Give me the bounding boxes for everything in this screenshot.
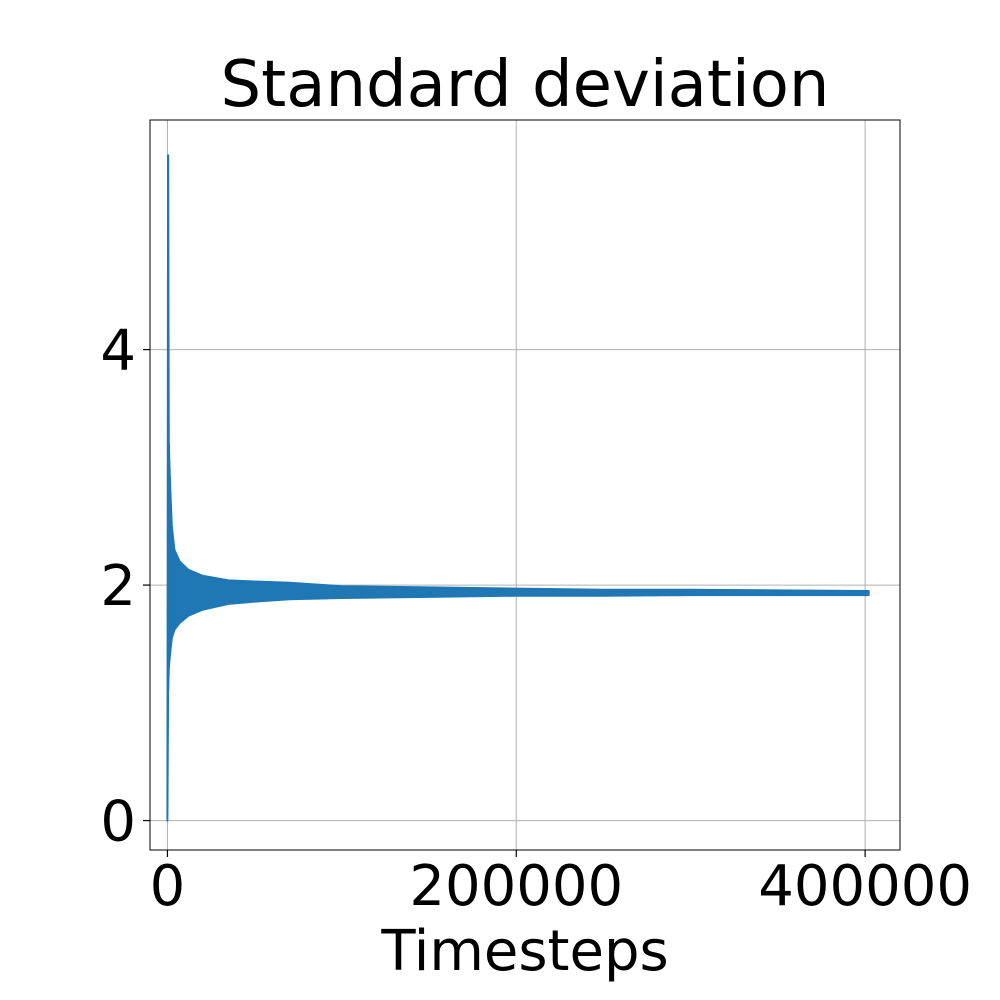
axis-ticks: 0 200000 400000 0 2 4 bbox=[100, 319, 972, 919]
y-tick-label: 2 bbox=[100, 554, 136, 619]
x-tick-label: 200000 bbox=[409, 854, 623, 919]
x-tick-label: 0 bbox=[150, 854, 186, 919]
plot-frame bbox=[149, 119, 901, 851]
x-tick-label: 400000 bbox=[758, 854, 972, 919]
y-tick-label: 4 bbox=[100, 319, 136, 384]
y-tick-label: 0 bbox=[100, 790, 136, 855]
series-band-0 bbox=[166, 154, 870, 822]
series-layer bbox=[166, 154, 870, 822]
x-axis-label: Timesteps bbox=[380, 919, 668, 984]
grid bbox=[150, 120, 900, 850]
chart-title: Standard deviation bbox=[221, 48, 830, 122]
